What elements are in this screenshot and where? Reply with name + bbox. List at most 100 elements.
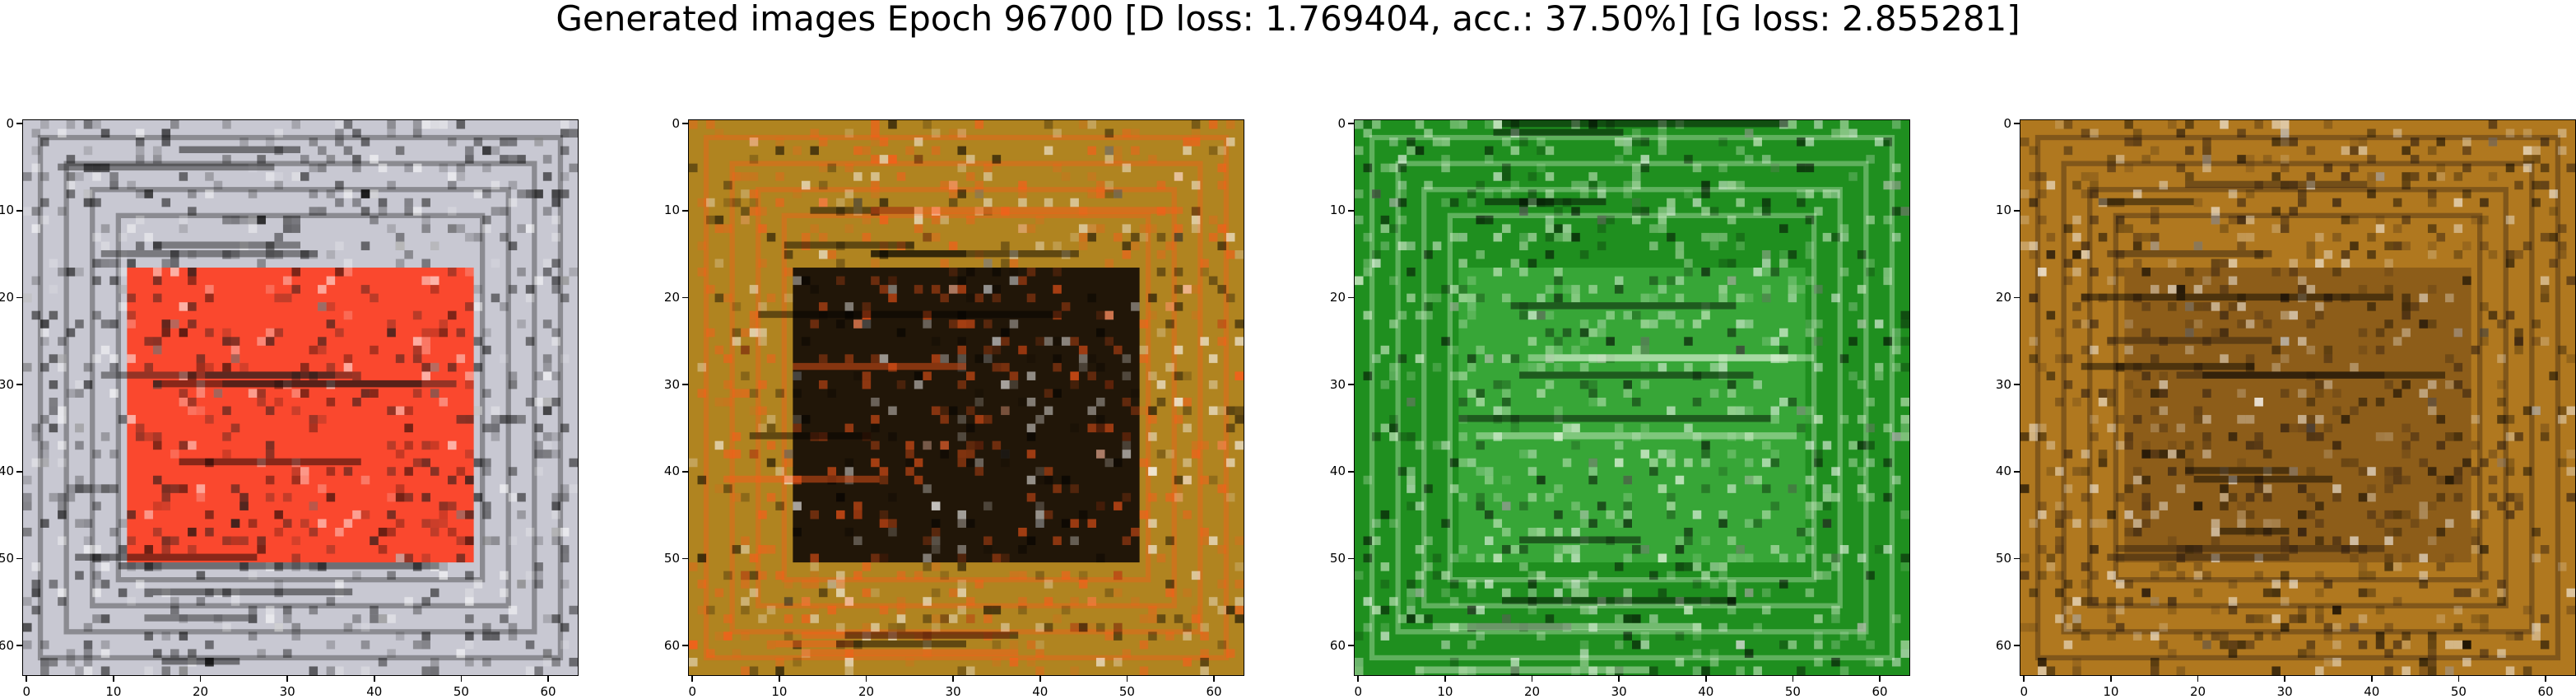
generated-image-4 (2020, 119, 2576, 676)
image-panel-3: 0 10 20 30 40 50 60 0 10 20 30 40 50 60 (1330, 117, 1910, 698)
y-tick-label: 40 (1329, 464, 1346, 479)
generated-image-2 (688, 119, 1244, 676)
y-tick (2014, 123, 2020, 125)
x-tick (952, 676, 954, 682)
y-tick (682, 384, 688, 385)
y-tick-label: 50 (663, 550, 680, 566)
y-tick (2014, 557, 2020, 560)
x-tick (547, 676, 549, 682)
x-tick-label: 30 (2276, 684, 2293, 699)
y-tick-label: 0 (2003, 115, 2011, 131)
x-tick-label: 60 (1206, 684, 1222, 699)
x-tick (286, 676, 288, 682)
x-tick-label: 0 (688, 684, 697, 699)
y-tick-label: 20 (1995, 290, 2011, 305)
x-tick (2370, 676, 2373, 682)
x-tick-label: 40 (1032, 684, 1049, 699)
x-tick-label: 30 (945, 684, 961, 699)
x-tick-label: 20 (1523, 684, 1541, 699)
x-tick (1879, 676, 1881, 682)
y-tick (682, 470, 688, 473)
x-tick (1618, 676, 1620, 682)
x-tick-label: 0 (22, 684, 31, 699)
x-tick (26, 676, 28, 682)
x-tick-label: 10 (2103, 684, 2119, 699)
y-tick-label: 10 (663, 203, 680, 218)
x-tick-label: 40 (366, 684, 383, 699)
y-tick-label: 60 (0, 637, 14, 653)
x-tick (113, 676, 114, 682)
image-panel-2: 0 10 20 30 40 50 60 0 10 20 30 40 50 60 (664, 117, 1244, 698)
x-tick (2545, 676, 2546, 682)
image-panel-1: 0 10 20 30 40 50 60 0 10 20 30 40 50 60 (0, 117, 579, 698)
x-tick-label: 60 (2537, 684, 2554, 699)
y-tick-label: 50 (0, 550, 14, 566)
x-tick (1792, 676, 1794, 682)
x-tick-label: 50 (1784, 684, 1801, 699)
x-tick-label: 10 (105, 684, 122, 699)
x-tick (2197, 676, 2199, 682)
generated-sample-4 (2020, 120, 2575, 675)
y-tick (1348, 296, 1354, 299)
x-tick (1357, 676, 1360, 682)
y-tick (682, 123, 688, 125)
generated-sample-2 (689, 120, 1244, 675)
x-tick-label: 50 (1118, 684, 1135, 699)
y-tick (682, 645, 688, 646)
x-tick (779, 676, 780, 682)
y-tick-label: 20 (663, 290, 680, 305)
x-tick (2023, 676, 2025, 682)
x-tick-label: 30 (1611, 684, 1627, 699)
y-tick (682, 210, 688, 212)
y-tick-label: 60 (663, 637, 680, 653)
x-tick (1213, 676, 1215, 682)
y-tick-label: 0 (6, 115, 14, 131)
y-tick (16, 296, 22, 299)
y-tick-label: 10 (1329, 203, 1346, 218)
y-tick-label: 50 (1995, 550, 2011, 566)
x-tick (199, 676, 202, 682)
x-tick-label: 40 (1698, 684, 1714, 699)
y-tick-label: 20 (1329, 290, 1346, 305)
y-tick-label: 0 (1337, 115, 1346, 131)
y-tick-label: 40 (0, 464, 14, 479)
y-tick (2014, 296, 2020, 299)
y-tick (16, 645, 22, 646)
x-tick (373, 676, 375, 682)
x-tick (2457, 676, 2460, 682)
generated-sample-3 (1355, 120, 1909, 675)
y-tick (16, 557, 22, 560)
x-tick-label: 20 (2189, 684, 2206, 699)
x-tick (1704, 676, 1707, 682)
y-tick (2014, 210, 2020, 212)
x-tick (1444, 676, 1446, 682)
y-tick-label: 60 (1329, 637, 1346, 653)
x-tick-label: 10 (771, 684, 788, 699)
x-tick-label: 50 (453, 684, 469, 699)
x-tick-label: 0 (2020, 684, 2029, 699)
y-tick (16, 470, 22, 473)
y-tick (1348, 645, 1354, 646)
y-tick (16, 384, 22, 385)
x-tick (460, 676, 463, 682)
x-tick (2284, 676, 2285, 682)
x-tick-label: 40 (2364, 684, 2380, 699)
x-tick (1039, 676, 1041, 682)
x-tick-label: 50 (2450, 684, 2467, 699)
x-tick (1531, 676, 1533, 682)
y-tick (682, 557, 688, 560)
y-tick (16, 210, 22, 212)
y-tick (2014, 470, 2020, 473)
y-tick-label: 30 (1995, 376, 2011, 392)
y-tick (682, 296, 688, 299)
x-tick-label: 30 (279, 684, 295, 699)
generated-image-3 (1354, 119, 1910, 676)
generated-sample-1 (23, 120, 578, 675)
y-tick-label: 30 (0, 376, 14, 392)
y-tick-label: 0 (672, 115, 680, 131)
y-tick-label: 60 (1995, 637, 2011, 653)
x-tick (1126, 676, 1128, 682)
y-tick (1348, 123, 1354, 125)
y-tick (16, 123, 22, 125)
x-tick-label: 60 (1872, 684, 1888, 699)
